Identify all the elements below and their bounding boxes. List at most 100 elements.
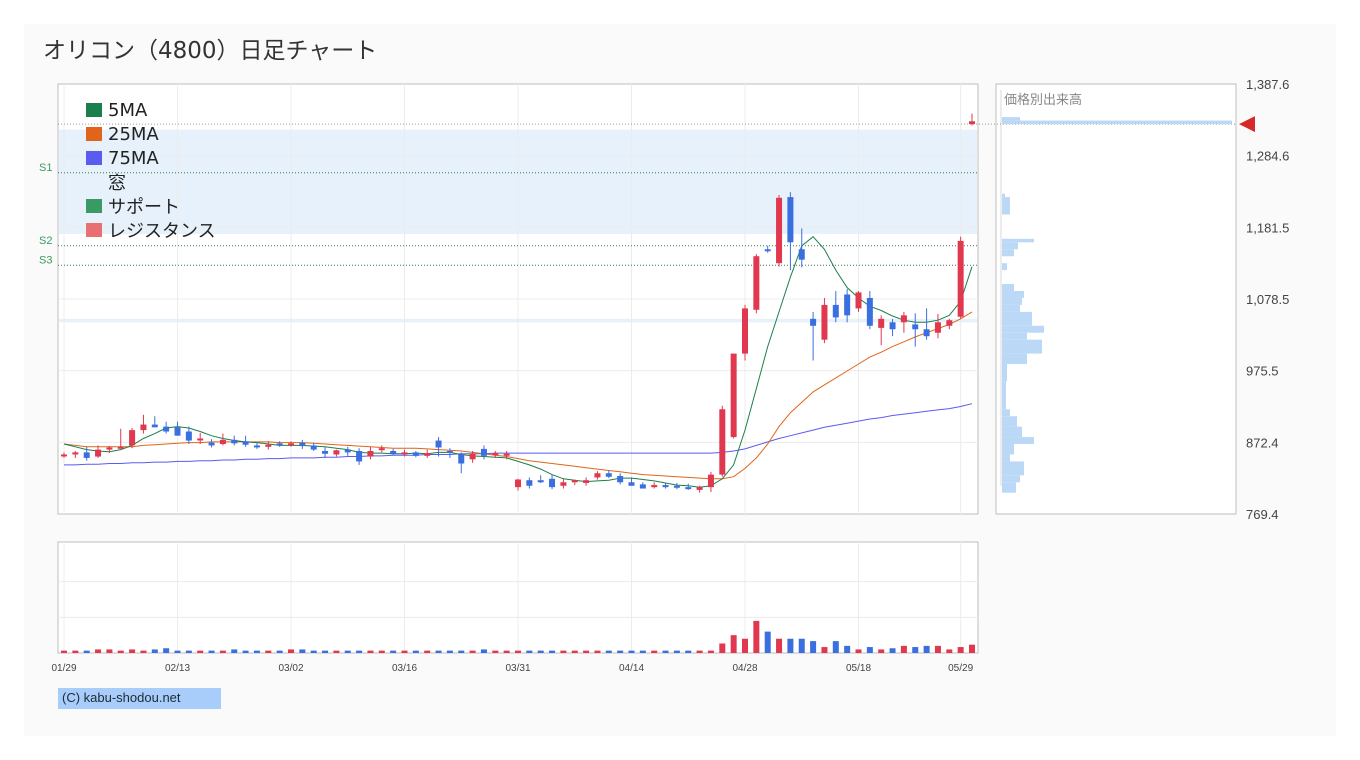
candle-body [276, 443, 283, 446]
volume-bar [685, 650, 692, 653]
volume-profile-bar [1002, 291, 1024, 298]
candle-body [72, 452, 79, 455]
volume-bar [889, 648, 896, 653]
volume-bar [662, 650, 669, 653]
candle-body [560, 482, 567, 486]
legend-swatch-25ma [86, 127, 102, 141]
candle-body [333, 450, 340, 455]
candle-body [753, 256, 760, 310]
candle-body [378, 448, 385, 451]
volume-bar [946, 649, 953, 653]
candle-body [185, 431, 192, 441]
candle-body [832, 304, 839, 318]
legend-label-75ma: 75MA [108, 147, 159, 169]
volume-bar [934, 645, 941, 653]
candle-body [742, 308, 748, 354]
volume-profile-bar [1002, 284, 1014, 292]
volume-bar [390, 650, 397, 653]
y-tick-label: 872.4 [1246, 435, 1279, 450]
volume-bar [957, 647, 964, 653]
legend-label-5ma: 5MA [108, 99, 148, 121]
volume-bar [844, 645, 851, 653]
volume-bar [424, 650, 431, 653]
legend-swatch-5ma [86, 103, 102, 117]
x-tick-label: 03/31 [505, 663, 530, 674]
legend-item-resistance: レジスタンス [86, 218, 216, 242]
support-label: S1 [39, 162, 52, 174]
candle-body [515, 479, 521, 488]
candle-body [299, 442, 306, 447]
candle-body [322, 450, 329, 454]
y-tick-label: 769.4 [1246, 507, 1279, 522]
y-tick-label: 1,284.6 [1246, 149, 1289, 164]
candle-body [866, 297, 873, 326]
volume-bar [151, 649, 158, 653]
candle-body [401, 452, 408, 455]
volume-bar [333, 650, 340, 653]
volume-bar [923, 645, 930, 653]
volume-profile-bar [1002, 339, 1042, 354]
candle-body [424, 453, 431, 456]
volume-bar [242, 650, 249, 653]
candle-body [571, 480, 578, 483]
x-tick-label: 03/02 [278, 663, 303, 674]
candle-body [583, 480, 590, 483]
candle-body [344, 449, 351, 453]
volume-bar [253, 650, 260, 653]
candle-body [208, 442, 215, 446]
candle-body [764, 249, 771, 252]
volume-profile-bar [1002, 263, 1007, 271]
candle-body [435, 440, 442, 448]
volume-bar [95, 649, 102, 653]
volume-bar [219, 650, 226, 653]
volume-bar [322, 650, 329, 653]
candle-body [231, 439, 238, 444]
support-label: S3 [39, 254, 52, 266]
volume-profile-bar [1002, 409, 1010, 417]
candle-body [390, 450, 397, 454]
volume-bar [412, 650, 419, 653]
legend-label-resistance: レジスタンス [108, 221, 216, 242]
candle-body [174, 427, 181, 436]
candle-body [662, 485, 669, 488]
volume-bar [969, 644, 975, 653]
candle-body [946, 320, 953, 326]
legend-swatch-resistance [86, 223, 102, 237]
volume-bar [492, 650, 499, 653]
volume-profile-bar [1002, 238, 1034, 243]
volume-bar [537, 650, 544, 653]
candle-body [140, 424, 147, 431]
volume-bar [583, 650, 590, 653]
volume-bar [696, 650, 703, 653]
candle-body [844, 294, 851, 316]
volume-profile-bar [1002, 437, 1034, 445]
volume-bar [628, 650, 635, 653]
volume-bar [787, 638, 794, 653]
candle-body [855, 292, 862, 309]
volume-profile-bar [1002, 304, 1020, 312]
volume-bar [594, 650, 601, 653]
current-price-marker [1239, 116, 1255, 133]
volume-bar [526, 650, 533, 653]
volume-bar [639, 650, 646, 653]
volume-profile-bar [1002, 311, 1032, 326]
volume-bar [299, 649, 306, 653]
legend-swatch-75ma [86, 151, 102, 165]
y-tick-label: 1,387.6 [1246, 77, 1289, 92]
volume-profile-bar [1002, 364, 1007, 382]
volume-profile-bar [1002, 297, 1022, 305]
candle-body [163, 426, 170, 432]
volume-bar [174, 650, 181, 653]
x-tick-label: 04/28 [732, 663, 757, 674]
volume-bar [117, 650, 124, 653]
candle-body [719, 409, 726, 475]
volume-bar [208, 650, 215, 653]
volume-bar [912, 647, 919, 653]
candle-body [83, 452, 90, 458]
candle-body [458, 454, 465, 464]
candle-body [605, 473, 612, 477]
candle-body [912, 324, 919, 330]
volume-bar [367, 650, 374, 653]
candle-body [878, 318, 885, 328]
candle-body [810, 318, 817, 326]
